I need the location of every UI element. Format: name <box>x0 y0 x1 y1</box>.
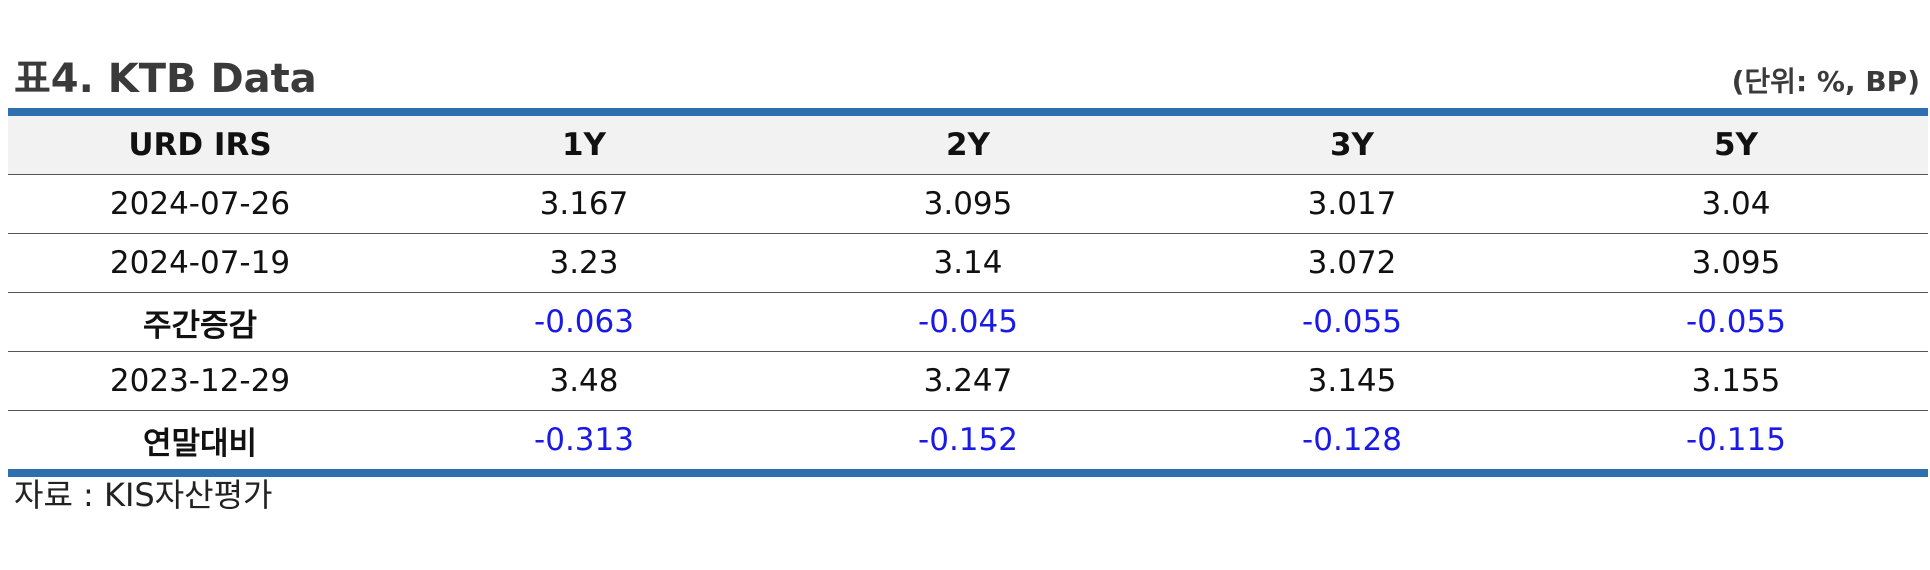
row-label: 2023-12-29 <box>8 351 392 411</box>
cell-1y: 3.23 <box>392 233 776 293</box>
header-row: URD IRS 1Y 2Y 3Y 5Y <box>8 112 1928 175</box>
row-label: 2024-07-26 <box>8 174 392 234</box>
cell-2y: -0.045 <box>776 292 1160 352</box>
cell-3y: -0.055 <box>1160 292 1544 352</box>
table-row-weekly-change: 주간증감 -0.063 -0.045 -0.055 -0.055 <box>8 292 1928 352</box>
cell-3y: 3.145 <box>1160 351 1544 411</box>
column-header-5y: 5Y <box>1544 112 1928 175</box>
column-header-urd-irs: URD IRS <box>8 112 392 175</box>
table-body: 2024-07-26 3.167 3.095 3.017 3.04 2024-0… <box>8 174 1928 474</box>
title-row: 표4. KTB Data (단위: %, BP) <box>14 50 1920 108</box>
cell-1y: -0.313 <box>534 422 634 458</box>
cell-1y: 3.48 <box>392 351 776 411</box>
cell-5y: 3.095 <box>1544 233 1928 293</box>
table-row: 2024-07-26 3.167 3.095 3.017 3.04 <box>8 174 1928 234</box>
table-row: 2023-12-29 3.48 3.247 3.145 3.155 <box>8 351 1928 411</box>
table-title: 표4. KTB Data <box>14 56 317 102</box>
table-row: 2024-07-19 3.23 3.14 3.072 3.095 <box>8 233 1928 293</box>
cell-2y: -0.152 <box>918 422 1018 458</box>
cell-2y: 3.247 <box>776 351 1160 411</box>
cell-3y: 3.072 <box>1160 233 1544 293</box>
cell-1y: 3.167 <box>392 174 776 234</box>
cell-5y: -0.115 <box>1686 422 1786 458</box>
table-header: URD IRS 1Y 2Y 3Y 5Y <box>8 112 1928 175</box>
column-header-2y: 2Y <box>776 112 1160 175</box>
unit-label: (단위: %, BP) <box>1731 65 1920 98</box>
cell-3y: -0.128 <box>1302 422 1402 458</box>
source-note: 자료 : KIS자산평가 <box>14 476 273 514</box>
cell-2y: 3.095 <box>776 174 1160 234</box>
cell-3y: 3.017 <box>1160 174 1544 234</box>
ktb-data-table: URD IRS 1Y 2Y 3Y 5Y 2024-07-26 3.167 3.0… <box>8 108 1928 477</box>
row-label: 2024-07-19 <box>8 233 392 293</box>
row-label: 주간증감 <box>8 292 392 352</box>
cell-2y: 3.14 <box>776 233 1160 293</box>
cell-1y: -0.063 <box>392 292 776 352</box>
column-header-1y: 1Y <box>392 112 776 175</box>
row-label: 연말대비 <box>142 425 258 462</box>
cell-5y: 3.04 <box>1544 174 1928 234</box>
table-row-year-end-change: 연말대비 -0.313 -0.152 -0.128 -0.115 <box>8 411 1928 474</box>
cell-5y: -0.055 <box>1544 292 1928 352</box>
column-header-3y: 3Y <box>1160 112 1544 175</box>
cell-5y: 3.155 <box>1544 351 1928 411</box>
